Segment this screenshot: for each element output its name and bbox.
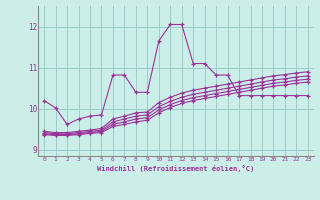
X-axis label: Windchill (Refroidissement éolien,°C): Windchill (Refroidissement éolien,°C) <box>97 165 255 172</box>
